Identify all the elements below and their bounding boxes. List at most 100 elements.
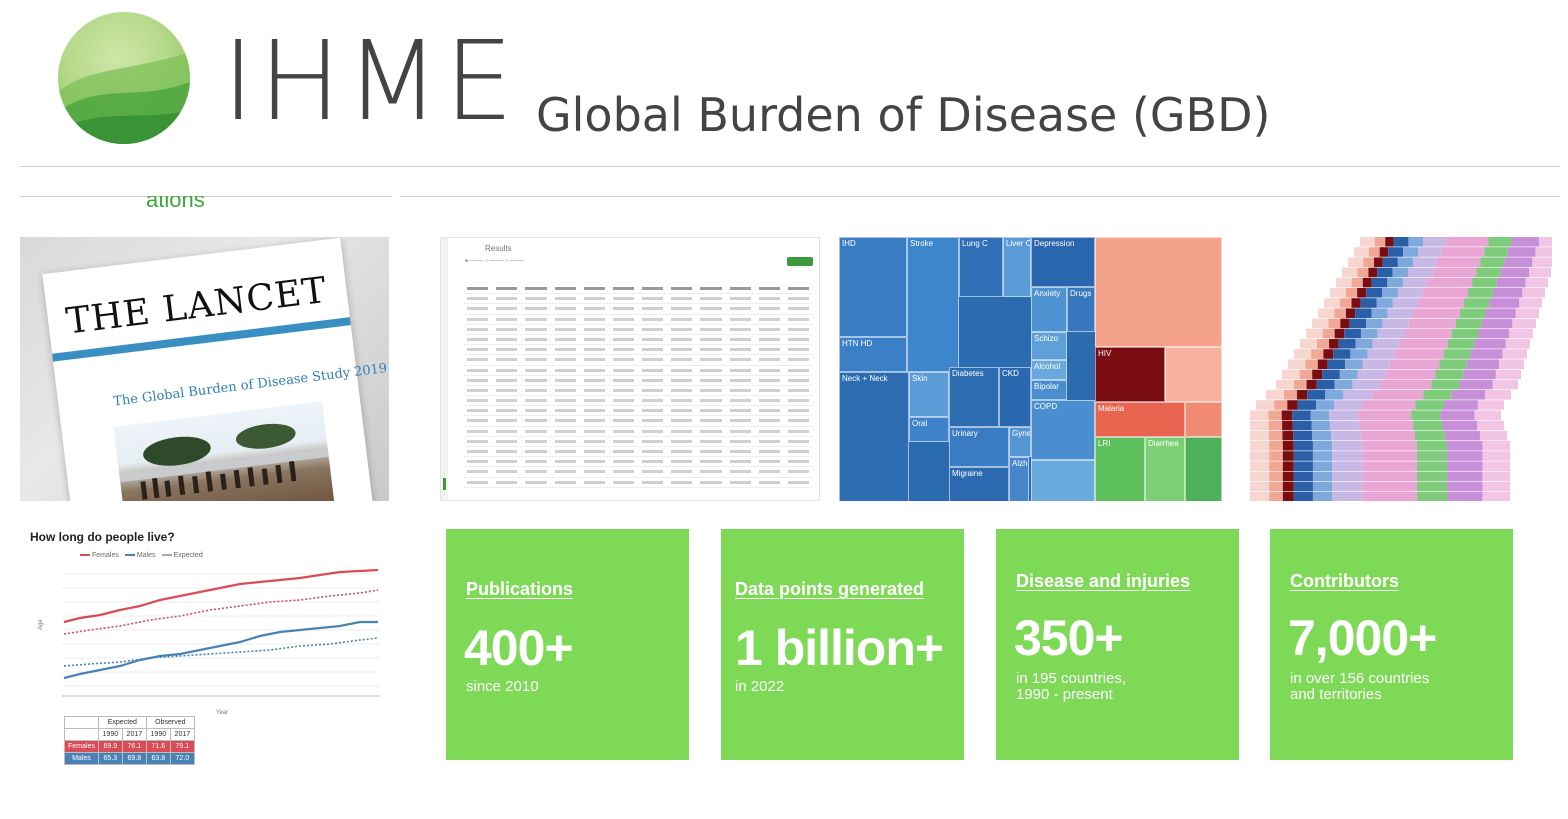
band-segment [1333, 349, 1351, 359]
band-segment [1357, 267, 1369, 278]
band-segment [1459, 308, 1486, 318]
band-segment [1482, 492, 1510, 501]
band-segment [1328, 318, 1341, 329]
treemap-cell: COPD [1031, 400, 1095, 460]
band-segment [1413, 420, 1443, 431]
table-year: 2017 [121, 728, 147, 741]
band-segment [1324, 298, 1341, 308]
x-axis-label: Year [216, 710, 228, 716]
band-segment [1379, 247, 1389, 257]
band-segment [1492, 379, 1518, 390]
stat-desc: in over 156 countries and territories [1290, 670, 1430, 703]
table-row [463, 478, 813, 488]
band-segment [1293, 492, 1313, 501]
band-segment [1282, 369, 1300, 380]
treemap-cell: Diarrhea [1145, 437, 1185, 501]
band-segment [1480, 257, 1505, 267]
treemap-cell: Bipolar [1031, 380, 1067, 400]
band-segment [1382, 257, 1398, 267]
results-tabs: ● ──── ○ ──── ○ ──── [465, 258, 524, 264]
band-segment [1474, 339, 1506, 349]
band-segment [1470, 349, 1503, 359]
band-segment [1525, 277, 1548, 288]
band-segment [1311, 420, 1331, 431]
band-segment [1374, 257, 1383, 267]
legend-expected: Expected [161, 552, 203, 559]
band-segment [1402, 277, 1428, 288]
left-divider [20, 196, 392, 197]
band-segment [1482, 461, 1510, 471]
treemap-cell: Lung C [959, 237, 1003, 297]
band-segment [1269, 441, 1283, 451]
band-segment [1362, 451, 1417, 461]
band-segment [1351, 298, 1361, 308]
band-segment [1392, 298, 1419, 308]
band-segment [1380, 379, 1432, 390]
stat-card-data-points: Data points generated 1 billion+ in 2022 [721, 529, 964, 760]
table-group-expected: Expected [97, 716, 147, 729]
stat-label[interactable]: Publications [466, 579, 574, 599]
band-segment [1327, 359, 1346, 369]
band-segment [1436, 257, 1481, 267]
band-segment [1312, 492, 1333, 501]
band-segment [1478, 328, 1510, 339]
band-segment [1362, 492, 1417, 501]
table-cell: 69.9 [97, 740, 123, 753]
band-segment [1293, 481, 1313, 492]
band-segment [1362, 471, 1417, 482]
band-segment [1447, 451, 1483, 461]
cover-photo [113, 401, 336, 501]
band-segment [1359, 420, 1414, 431]
band-segment [1515, 308, 1539, 318]
band-segment [1269, 461, 1283, 471]
band-segment [1476, 267, 1501, 278]
page-title: Global Burden of Disease (GBD) [536, 88, 1271, 142]
stat-label[interactable]: Data points generated [735, 579, 925, 599]
band-segment [1306, 328, 1323, 339]
table-row [463, 294, 813, 305]
band-segment [1340, 318, 1350, 329]
band-segment [1535, 247, 1552, 257]
stat-label[interactable]: Disease and injuries [1016, 571, 1191, 591]
table-year: 1990 [97, 728, 123, 741]
band-segment [1482, 471, 1510, 482]
table-row [463, 355, 813, 366]
band-segment [1292, 410, 1311, 420]
band-segment [1481, 318, 1513, 329]
band-segment [1323, 349, 1334, 359]
band-segment [1466, 359, 1500, 369]
band-segment [1345, 308, 1356, 318]
band-segment [1397, 288, 1423, 298]
table-row [463, 437, 813, 447]
band-segment [1250, 441, 1270, 451]
band-segment [1293, 379, 1307, 390]
treemap-cell [1095, 237, 1222, 347]
band-segment [1443, 400, 1478, 410]
stat-desc: in 195 countries, 1990 - present [1016, 670, 1127, 703]
band-segment [1360, 298, 1377, 308]
band-segment [1306, 379, 1317, 390]
band-segment [1312, 430, 1332, 441]
treemap-cell [1185, 402, 1222, 437]
table-year: 2017 [169, 728, 195, 741]
band-segment [1334, 400, 1364, 410]
band-segment [1432, 267, 1477, 278]
band-segment [1330, 288, 1346, 298]
band-segment [1342, 267, 1358, 278]
band-segment [1360, 237, 1375, 247]
band-segment [1502, 349, 1527, 359]
band-segment [1511, 237, 1539, 247]
band-segment [1357, 369, 1386, 380]
band-segment [1250, 481, 1270, 492]
band-segment [1293, 430, 1313, 441]
stat-label[interactable]: Contributors [1290, 571, 1399, 591]
treemap-cell: Alcohol [1031, 360, 1067, 380]
journal-cover: THE LANCET The Global Burden of Disease … [42, 237, 388, 501]
band-segment [1350, 349, 1368, 359]
band-segment [1387, 277, 1403, 288]
band-segment [1339, 369, 1358, 380]
band-segment [1447, 481, 1483, 492]
band-segment [1360, 328, 1378, 339]
band-segment [1322, 369, 1340, 380]
stat-desc: since 2010 [466, 678, 539, 695]
